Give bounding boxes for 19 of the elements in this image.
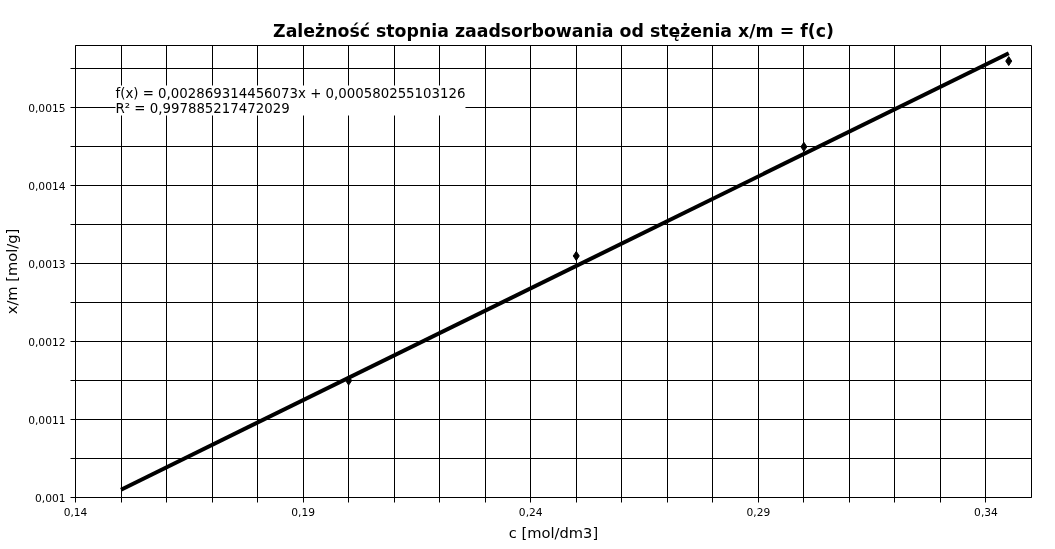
y-tick-label: 0,0013 [28, 257, 66, 271]
annotation: R² = 0,997885217472029 [115, 100, 290, 116]
x-tick-label: 0,29 [746, 505, 771, 519]
y-tick-label: 0,001 [34, 491, 66, 505]
y-tick-label: 0,0015 [28, 101, 66, 115]
point [572, 250, 580, 261]
x-tick-label: 0,19 [291, 505, 316, 519]
x-tick-label: 0,24 [518, 505, 543, 519]
chart-title: Zależność stopnia zaadsorbowania od stężenia x/m = f(c) [273, 20, 834, 41]
x-axis-title: c [mol/dm3] [508, 523, 599, 541]
y-tick-label: 0,0014 [28, 179, 66, 193]
y-tick-label: 0,0012 [28, 335, 66, 349]
annotation: f(x) = 0,002869314456073x + 0,000580255103126 [115, 85, 466, 101]
point [800, 141, 808, 152]
point [1005, 56, 1013, 67]
y-tick-label: 0,0011 [28, 413, 66, 427]
y-axis-title: x/m [mol/g] [3, 228, 21, 315]
x-tick-label: 0,34 [974, 505, 999, 519]
x-tick-label: 0,14 [63, 505, 88, 519]
